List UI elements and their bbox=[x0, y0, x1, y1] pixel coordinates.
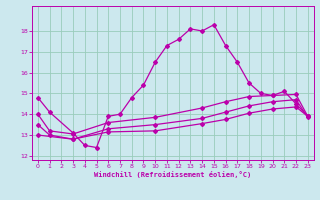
X-axis label: Windchill (Refroidissement éolien,°C): Windchill (Refroidissement éolien,°C) bbox=[94, 171, 252, 178]
